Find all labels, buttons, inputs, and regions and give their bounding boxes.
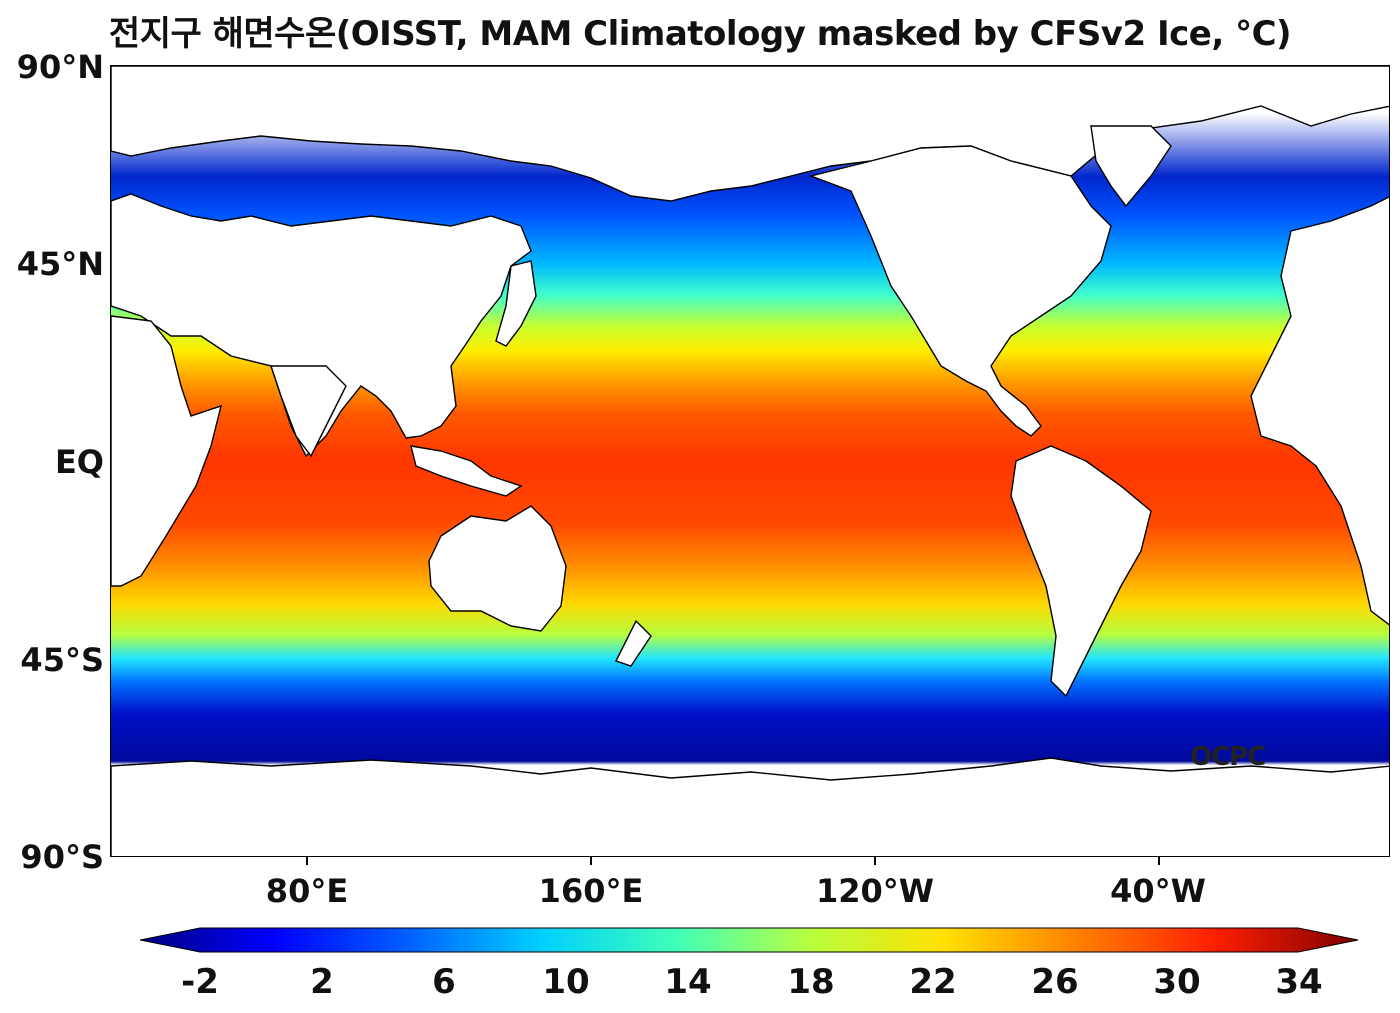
tick-lon-40w [1158,857,1160,865]
colorbar-label-18: 18 [787,962,835,1002]
tick-lon-80e [306,857,308,865]
japan-land [495,260,537,347]
greenland-land [1090,125,1172,208]
lon-label-160e: 160°E [538,872,644,910]
colorbar [140,927,1359,953]
lat-label-45s: 45°S [20,641,104,679]
colorbar-label-30: 30 [1153,962,1201,1002]
europe-africa-west-land [1250,196,1389,626]
lat-label-eq: EQ [54,443,104,481]
colorbar-label-m2: -2 [181,962,219,1002]
colorbar-label-22: 22 [909,962,957,1002]
map-title: 전지구 해면수온(OISST, MAM Climatology masked b… [108,14,1292,54]
tick-lon-120w [874,857,876,865]
south-america-land [1010,445,1152,698]
lon-label-120w: 120°W [815,872,935,910]
colorbar-label-14: 14 [664,962,712,1002]
antarctica-land [111,757,1389,856]
colorbar-label-34: 34 [1275,962,1323,1002]
colorbar-label-26: 26 [1031,962,1079,1002]
colorbar-label-2: 2 [310,962,334,1002]
australia-land [428,505,567,632]
lat-label-90n: 90°N [16,48,104,86]
lon-label-80e: 80°E [265,872,349,910]
land-mask [111,66,1389,856]
india-land [270,365,347,458]
newzealand-land [615,619,652,667]
lat-label-90s: 90°S [20,838,104,876]
ocpc-logo: OCPC [1190,742,1266,772]
indonesia-land [410,445,523,497]
sst-field [111,66,1389,856]
north-america-land [808,145,1112,437]
lon-label-40w: 40°W [1110,872,1206,910]
arctic-land [111,66,1389,202]
sst-map [110,65,1390,857]
tick-lon-160e [590,857,592,865]
lat-label-45n: 45°N [16,245,104,283]
colorbar-gradient [140,927,1359,953]
colorbar-label-6: 6 [432,962,456,1002]
africa-land [111,315,222,587]
colorbar-label-10: 10 [542,962,590,1002]
